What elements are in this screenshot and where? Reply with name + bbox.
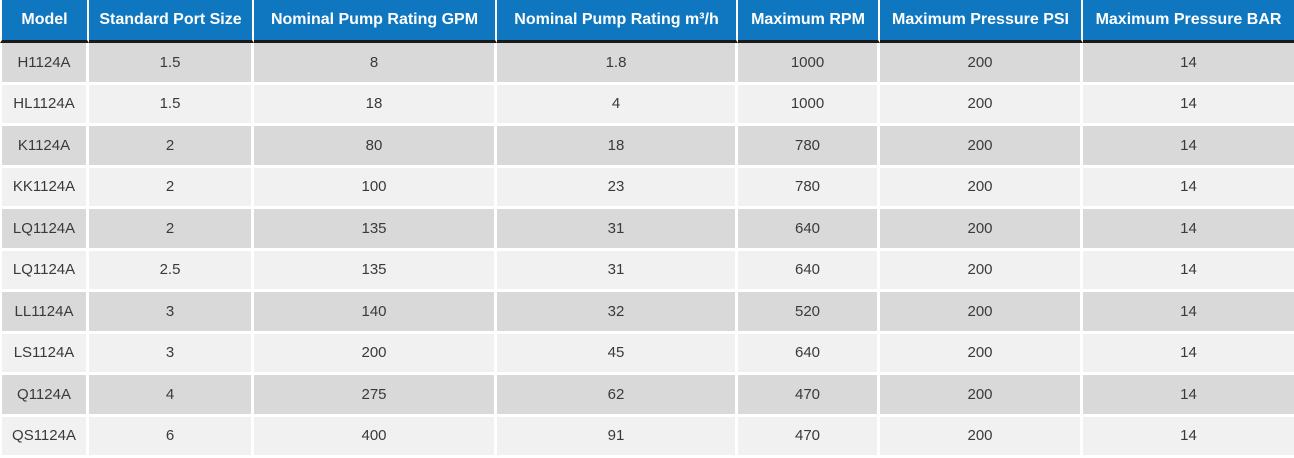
column-header-model: Model — [0, 0, 89, 43]
cell-maximum-rpm: 780 — [738, 168, 880, 210]
cell-nominal-rating-gpm: 18 — [254, 85, 497, 127]
cell-maximum-pressure-bar: 14 — [1083, 334, 1294, 376]
cell-nominal-rating-m3h: 91 — [497, 417, 738, 458]
cell-model: H1124A — [0, 43, 89, 85]
cell-nominal-rating-gpm: 100 — [254, 168, 497, 210]
cell-maximum-pressure-psi: 200 — [880, 209, 1083, 251]
cell-nominal-rating-m3h: 45 — [497, 334, 738, 376]
cell-nominal-rating-gpm: 8 — [254, 43, 497, 85]
cell-model: HL1124A — [0, 85, 89, 127]
cell-model: LQ1124A — [0, 209, 89, 251]
cell-standard-port-size: 2.5 — [89, 251, 254, 293]
cell-maximum-pressure-bar: 14 — [1083, 209, 1294, 251]
cell-maximum-pressure-bar: 14 — [1083, 375, 1294, 417]
cell-standard-port-size: 1.5 — [89, 85, 254, 127]
cell-nominal-rating-gpm: 275 — [254, 375, 497, 417]
cell-standard-port-size: 2 — [89, 209, 254, 251]
cell-standard-port-size: 2 — [89, 168, 254, 210]
cell-maximum-rpm: 470 — [738, 417, 880, 458]
cell-nominal-rating-m3h: 4 — [497, 85, 738, 127]
cell-maximum-pressure-psi: 200 — [880, 251, 1083, 293]
cell-maximum-rpm: 1000 — [738, 43, 880, 85]
column-header-nominal-rating-m3h: Nominal Pump Rating m³/h — [497, 0, 738, 43]
cell-maximum-pressure-psi: 200 — [880, 334, 1083, 376]
cell-maximum-rpm: 520 — [738, 292, 880, 334]
cell-maximum-pressure-psi: 200 — [880, 375, 1083, 417]
cell-nominal-rating-m3h: 18 — [497, 126, 738, 168]
cell-maximum-pressure-psi: 200 — [880, 85, 1083, 127]
cell-nominal-rating-gpm: 140 — [254, 292, 497, 334]
cell-nominal-rating-gpm: 400 — [254, 417, 497, 458]
cell-maximum-rpm: 470 — [738, 375, 880, 417]
cell-maximum-pressure-psi: 200 — [880, 168, 1083, 210]
cell-maximum-pressure-bar: 14 — [1083, 168, 1294, 210]
cell-maximum-pressure-psi: 200 — [880, 126, 1083, 168]
cell-nominal-rating-m3h: 32 — [497, 292, 738, 334]
cell-maximum-pressure-bar: 14 — [1083, 85, 1294, 127]
cell-maximum-rpm: 780 — [738, 126, 880, 168]
cell-nominal-rating-gpm: 135 — [254, 251, 497, 293]
cell-model: QS1124A — [0, 417, 89, 458]
cell-model: LL1124A — [0, 292, 89, 334]
cell-nominal-rating-gpm: 135 — [254, 209, 497, 251]
cell-maximum-pressure-psi: 200 — [880, 43, 1083, 85]
cell-model: LS1124A — [0, 334, 89, 376]
cell-maximum-rpm: 640 — [738, 209, 880, 251]
cell-maximum-pressure-bar: 14 — [1083, 251, 1294, 293]
column-header-maximum-pressure-bar: Maximum Pressure BAR — [1083, 0, 1294, 43]
column-header-maximum-pressure-psi: Maximum Pressure PSI — [880, 0, 1083, 43]
cell-nominal-rating-gpm: 80 — [254, 126, 497, 168]
cell-nominal-rating-m3h: 1.8 — [497, 43, 738, 85]
cell-maximum-pressure-psi: 200 — [880, 292, 1083, 334]
cell-maximum-rpm: 640 — [738, 251, 880, 293]
cell-model: KK1124A — [0, 168, 89, 210]
cell-nominal-rating-m3h: 62 — [497, 375, 738, 417]
cell-maximum-rpm: 640 — [738, 334, 880, 376]
cell-maximum-pressure-bar: 14 — [1083, 417, 1294, 458]
column-header-maximum-rpm: Maximum RPM — [738, 0, 880, 43]
cell-maximum-rpm: 1000 — [738, 85, 880, 127]
cell-standard-port-size: 3 — [89, 334, 254, 376]
cell-nominal-rating-m3h: 31 — [497, 251, 738, 293]
cell-standard-port-size: 6 — [89, 417, 254, 458]
column-header-standard-port-size: Standard Port Size — [89, 0, 254, 43]
cell-model: K1124A — [0, 126, 89, 168]
cell-standard-port-size: 4 — [89, 375, 254, 417]
cell-standard-port-size: 3 — [89, 292, 254, 334]
cell-maximum-pressure-bar: 14 — [1083, 43, 1294, 85]
cell-nominal-rating-m3h: 23 — [497, 168, 738, 210]
cell-model: Q1124A — [0, 375, 89, 417]
cell-maximum-pressure-bar: 14 — [1083, 126, 1294, 168]
cell-standard-port-size: 2 — [89, 126, 254, 168]
column-header-nominal-rating-gpm: Nominal Pump Rating GPM — [254, 0, 497, 43]
cell-maximum-pressure-psi: 200 — [880, 417, 1083, 458]
cell-maximum-pressure-bar: 14 — [1083, 292, 1294, 334]
cell-nominal-rating-m3h: 31 — [497, 209, 738, 251]
cell-nominal-rating-gpm: 200 — [254, 334, 497, 376]
cell-model: LQ1124A — [0, 251, 89, 293]
cell-standard-port-size: 1.5 — [89, 43, 254, 85]
